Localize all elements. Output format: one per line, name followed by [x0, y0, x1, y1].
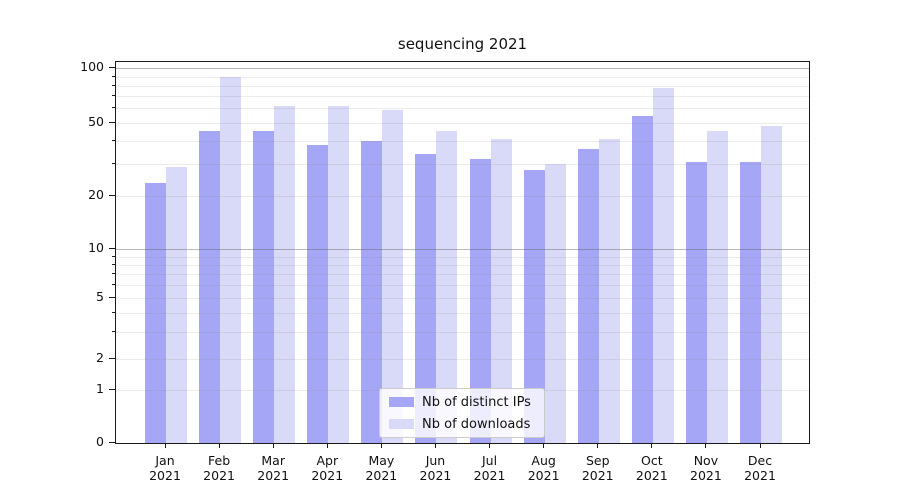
- y-minor-tick-mark-9: [112, 255, 115, 257]
- y-tick-mark-10: [109, 248, 115, 250]
- bar-distinct-ips-sep: [577, 149, 599, 443]
- x-tick-label-may: May 2021: [365, 453, 398, 483]
- x-tick-mark-feb: [218, 444, 220, 448]
- x-tick-mark-aug: [543, 444, 545, 448]
- y-tick-label-5: 5: [96, 289, 104, 305]
- x-tick-label-aug: Aug 2021: [527, 453, 560, 483]
- y-tick-label-100: 100: [80, 59, 104, 75]
- y-minor-tick-mark-4: [112, 312, 115, 314]
- bar-downloads-mar: [274, 106, 296, 443]
- x-tick-mark-apr: [326, 444, 328, 448]
- bars-layer: [116, 62, 809, 443]
- legend-label-downloads: Nb of downloads: [422, 416, 531, 432]
- y-minor-tick-mark-7: [112, 273, 115, 275]
- legend-swatch-downloads: [389, 418, 414, 430]
- bar-distinct-ips-apr: [307, 144, 329, 443]
- y-minor-tick-mark-80: [112, 84, 115, 86]
- y-minor-tick-mark-60: [112, 107, 115, 109]
- x-tick-mark-may: [380, 444, 382, 448]
- x-tick-mark-jul: [489, 444, 491, 448]
- bar-distinct-ips-jun: [415, 153, 437, 443]
- y-minor-tick-mark-6: [112, 284, 115, 286]
- legend-swatch-distinct-ips: [389, 396, 414, 408]
- bar-downloads-aug: [544, 164, 566, 443]
- y-tick-mark-100: [109, 67, 115, 69]
- x-tick-label-dec: Dec 2021: [744, 453, 776, 483]
- x-tick-mark-oct: [651, 444, 653, 448]
- x-tick-mark-dec: [759, 444, 761, 448]
- y-tick-label-10: 10: [88, 240, 104, 256]
- y-tick-label-50: 50: [88, 113, 104, 129]
- x-tick-label-mar: Mar 2021: [257, 453, 290, 483]
- bar-distinct-ips-jan: [145, 182, 166, 443]
- bar-downloads-sep: [598, 138, 620, 443]
- x-tick-mark-jan: [164, 444, 166, 448]
- legend-item-distinct-ips: Nb of distinct IPs: [389, 394, 535, 411]
- y-tick-mark-0: [109, 441, 115, 443]
- y-minor-tick-mark-30: [112, 162, 115, 164]
- bar-downloads-may: [382, 110, 404, 443]
- bar-downloads-dec: [761, 125, 782, 443]
- bar-distinct-ips-dec: [740, 161, 761, 443]
- x-tick-label-jan: Jan 2021: [149, 453, 181, 483]
- x-tick-mark-mar: [272, 444, 274, 448]
- bar-distinct-ips-feb: [199, 130, 221, 443]
- legend-label-distinct-ips: Nb of distinct IPs: [422, 394, 531, 410]
- bar-downloads-jan: [166, 167, 187, 443]
- y-minor-tick-mark-90: [112, 75, 115, 77]
- bar-downloads-apr: [328, 106, 350, 443]
- x-tick-mark-jun: [434, 444, 436, 448]
- chart-title: sequencing 2021: [397, 35, 528, 53]
- y-tick-mark-20: [109, 195, 115, 196]
- bar-downloads-nov: [706, 130, 728, 443]
- y-tick-mark-50: [109, 121, 115, 123]
- bar-downloads-jun: [436, 130, 458, 443]
- plot-area: [115, 61, 810, 444]
- x-tick-mark-sep: [597, 444, 599, 448]
- x-tick-label-jun: Jun 2021: [419, 453, 452, 483]
- x-tick-mark-nov: [705, 444, 707, 448]
- x-tick-label-sep: Sep 2021: [581, 453, 614, 483]
- x-tick-label-feb: Feb 2021: [203, 453, 235, 483]
- bar-downloads-oct: [652, 87, 674, 443]
- y-minor-tick-mark-40: [112, 139, 115, 141]
- y-tick-mark-2: [109, 358, 115, 360]
- x-tick-label-oct: Oct 2021: [635, 453, 668, 483]
- x-tick-label-apr: Apr 2021: [311, 453, 344, 483]
- bar-distinct-ips-mar: [253, 130, 275, 443]
- bar-distinct-ips-aug: [523, 170, 545, 443]
- legend-item-downloads: Nb of downloads: [389, 416, 535, 433]
- y-tick-mark-1: [109, 388, 115, 390]
- y-tick-label-20: 20: [88, 187, 104, 202]
- y-tick-mark-5: [109, 297, 115, 299]
- legend: Nb of distinct IPs Nb of downloads: [379, 388, 545, 438]
- bar-distinct-ips-may: [361, 140, 383, 443]
- y-tick-label-1: 1: [96, 380, 104, 396]
- y-minor-tick-mark-3: [112, 331, 115, 333]
- bar-distinct-ips-oct: [631, 116, 653, 443]
- bar-downloads-jul: [490, 138, 512, 443]
- bar-downloads-feb: [220, 77, 242, 443]
- bar-distinct-ips-jul: [469, 158, 491, 443]
- bar-distinct-ips-nov: [685, 161, 707, 443]
- y-tick-label-0: 0: [96, 433, 104, 449]
- x-tick-label-jul: Jul 2021: [473, 453, 506, 483]
- y-tick-label-2: 2: [96, 350, 104, 366]
- y-minor-tick-mark-70: [112, 95, 115, 97]
- x-tick-label-nov: Nov 2021: [690, 453, 722, 483]
- y-minor-tick-mark-8: [112, 263, 115, 265]
